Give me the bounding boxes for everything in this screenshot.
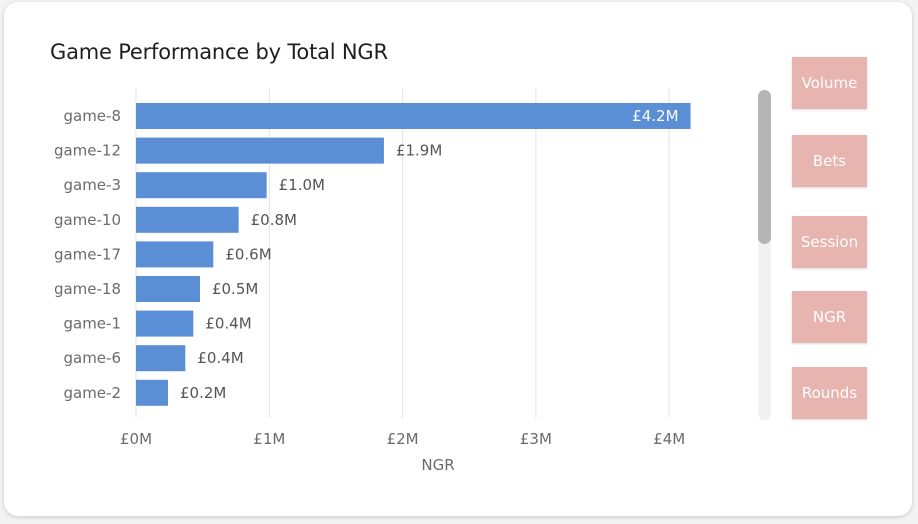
bets-button[interactable]: Bets	[792, 135, 867, 187]
bar[interactable]	[136, 276, 200, 302]
bar[interactable]	[136, 345, 186, 372]
data-label: £0.4M	[205, 315, 251, 333]
category-label: game-6	[63, 349, 121, 367]
category-label: game-8	[63, 107, 121, 125]
category-label: game-12	[54, 142, 121, 160]
x-tick-label: £3M	[520, 430, 552, 448]
data-labels: £4.2M £1.9M £1.0M £0.8M £0.6M £0.5M £0.4M £0.4M…	[180, 107, 679, 402]
data-label: £0.2M	[180, 384, 226, 402]
x-tick-label: £0M	[120, 430, 152, 448]
x-tick-label: £2M	[387, 430, 419, 448]
data-label: £1.9M	[396, 142, 442, 160]
ngr-button[interactable]: NGR	[792, 291, 867, 343]
rounds-button[interactable]: Rounds	[792, 367, 867, 419]
bar[interactable]	[136, 137, 384, 164]
x-tick-label: £4M	[653, 430, 685, 448]
volume-button[interactable]: Volume	[792, 57, 867, 109]
bar[interactable]	[136, 206, 239, 233]
bar[interactable]	[136, 241, 214, 268]
category-label: game-3	[63, 176, 121, 194]
x-tick-label: £1M	[253, 430, 285, 448]
data-label: £4.2M	[632, 107, 678, 125]
scrollbar-track[interactable]	[758, 90, 771, 420]
data-label: £0.8M	[251, 211, 297, 229]
chart-title: Game Performance by Total NGR	[50, 40, 388, 64]
category-label: game-1	[63, 315, 121, 333]
category-label: game-17	[54, 245, 121, 263]
bar[interactable]	[136, 172, 267, 199]
bars	[136, 103, 691, 406]
data-label: £1.0M	[279, 176, 325, 194]
bar[interactable]	[136, 310, 194, 337]
x-tick-labels: £0M £1M £2M £3M £4M	[120, 430, 685, 448]
category-label: game-10	[54, 211, 121, 229]
category-labels: game-8 game-12 game-3 game-10 game-17 game-18…	[54, 107, 121, 402]
data-label: £0.5M	[212, 280, 258, 298]
scrollbar-thumb[interactable]	[758, 90, 771, 244]
category-label: game-18	[54, 280, 121, 298]
session-button[interactable]: Session	[792, 216, 867, 268]
data-label: £0.4M	[197, 349, 243, 367]
data-label: £0.6M	[225, 245, 271, 263]
gridlines	[135, 88, 670, 418]
bar[interactable]	[136, 379, 168, 406]
x-axis-title: NGR	[421, 456, 454, 474]
bar[interactable]	[136, 103, 691, 129]
category-label: game-2	[63, 384, 121, 402]
